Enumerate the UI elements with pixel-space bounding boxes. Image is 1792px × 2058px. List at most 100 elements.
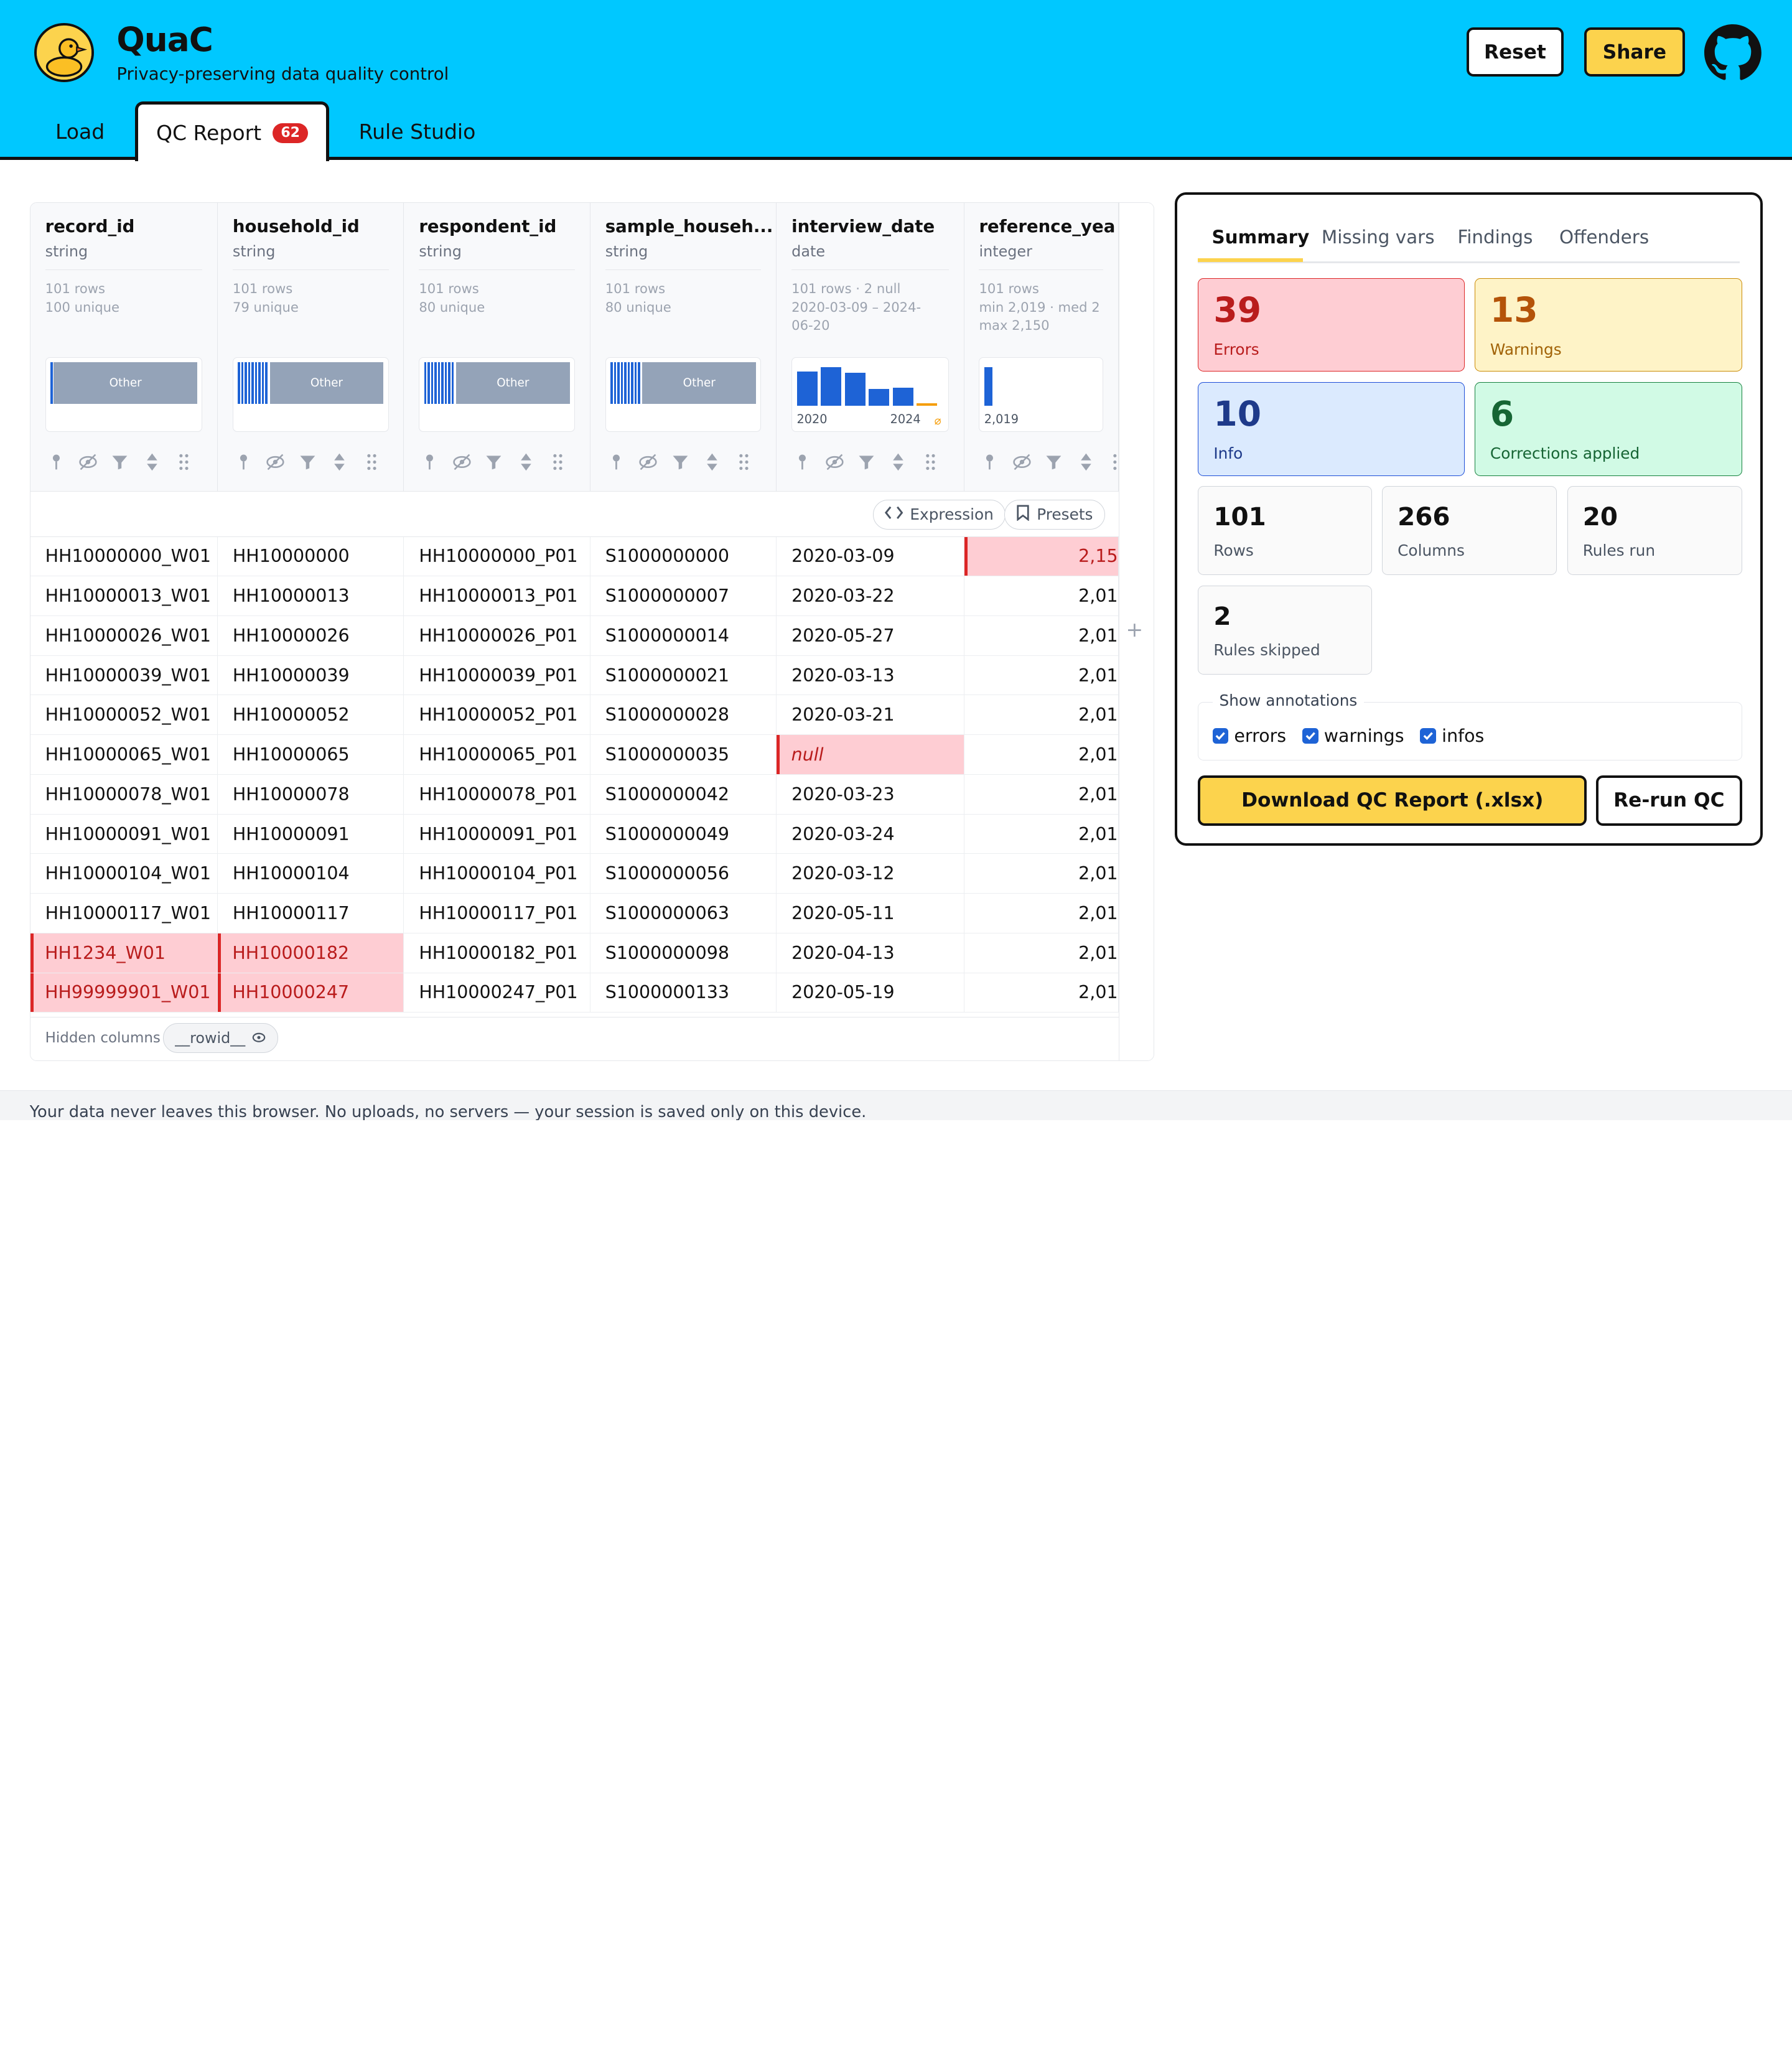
hide-icon[interactable] — [824, 451, 846, 473]
sort-icon[interactable] — [141, 451, 163, 473]
table-cell[interactable]: 2,01 — [964, 894, 1119, 933]
tab-offenders[interactable]: Offenders — [1559, 227, 1650, 248]
table-cell[interactable]: HH10000026_W01 — [30, 616, 218, 655]
table-cell[interactable]: 2,01 — [964, 854, 1119, 894]
pin-icon[interactable] — [791, 451, 813, 473]
corrections-card[interactable]: 6 Corrections applied — [1475, 381, 1742, 476]
table-cell[interactable]: S1000000049 — [590, 814, 777, 854]
table-cell[interactable]: S1000000028 — [590, 695, 777, 735]
table-cell[interactable]: S1000000000 — [590, 536, 777, 576]
table-cell[interactable]: HH1234_W01 — [30, 933, 218, 973]
table-row[interactable]: HH99999901_W01 HH10000247 HH10000247_P01 S1… — [30, 973, 1119, 1013]
table-cell[interactable]: HH10000065_W01 — [30, 735, 218, 774]
column-header[interactable]: record_id string 101 rows 100 unique Oth… — [30, 203, 218, 492]
table-cell[interactable]: HH10000065_P01 — [404, 735, 590, 774]
github-icon[interactable] — [1704, 24, 1762, 82]
table-cell[interactable]: 2,01 — [964, 774, 1119, 814]
column-header[interactable]: household_id string 101 rows 79 unique O… — [218, 203, 404, 492]
tab-findings[interactable]: Findings — [1457, 227, 1533, 248]
table-cell[interactable]: 2020-03-21 — [777, 695, 964, 735]
table-cell[interactable]: S1000000098 — [590, 933, 777, 973]
table-cell[interactable]: S1000000056 — [590, 854, 777, 894]
table-cell[interactable]: S1000000014 — [590, 616, 777, 655]
table-cell[interactable]: 2,01 — [964, 735, 1119, 774]
table-cell[interactable]: 2,01 — [964, 933, 1119, 973]
table-cell[interactable]: 2020-05-11 — [777, 894, 964, 933]
table-cell[interactable]: HH10000065 — [218, 735, 404, 774]
table-cell[interactable]: S1000000133 — [590, 973, 777, 1013]
sort-icon[interactable] — [515, 451, 537, 473]
table-cell[interactable]: 2020-03-22 — [777, 576, 964, 615]
expression-button[interactable]: Expression — [872, 499, 1006, 530]
table-cell[interactable]: HH10000039 — [218, 655, 404, 695]
table-vertical-scrollbar[interactable] — [1118, 203, 1154, 1060]
table-cell[interactable]: HH10000039_P01 — [404, 655, 590, 695]
table-cell[interactable]: S1000000035 — [590, 735, 777, 774]
table-row[interactable]: HH10000000_W01 HH10000000 HH10000000_P01 S1… — [30, 536, 1119, 577]
table-cell[interactable]: HH10000052_P01 — [404, 695, 590, 735]
rerun-qc-button[interactable]: Re-run QC — [1595, 775, 1742, 826]
table-cell[interactable]: 2,01 — [964, 814, 1119, 854]
table-cell[interactable]: HH10000052 — [218, 695, 404, 735]
table-cell[interactable]: S1000000021 — [590, 655, 777, 695]
table-cell[interactable]: HH10000013 — [218, 576, 404, 615]
sort-icon[interactable] — [887, 451, 909, 473]
errors-card[interactable]: 39 Errors — [1198, 278, 1465, 372]
table-cell[interactable]: 2020-04-13 — [777, 933, 964, 973]
table-row[interactable]: HH10000026_W01 HH10000026 HH10000026_P01 S1… — [30, 616, 1119, 656]
hide-icon[interactable] — [77, 451, 99, 473]
table-cell[interactable]: HH10000091_P01 — [404, 814, 590, 854]
tab-missing-vars[interactable]: Missing vars — [1321, 227, 1435, 248]
tab-summary[interactable]: Summary — [1211, 227, 1310, 248]
hide-icon[interactable] — [264, 451, 286, 473]
table-cell[interactable]: HH10000117 — [218, 894, 404, 933]
tab-load[interactable]: Load — [55, 119, 105, 144]
drag-handle-icon[interactable] — [920, 451, 941, 473]
drag-handle-icon[interactable] — [733, 451, 755, 473]
table-cell[interactable]: HH10000013_W01 — [30, 576, 218, 615]
hide-icon[interactable] — [637, 451, 659, 473]
hidden-column-chip[interactable]: __rowid__ — [162, 1023, 278, 1053]
drag-handle-icon[interactable] — [173, 451, 195, 473]
filter-icon[interactable] — [483, 451, 505, 473]
table-row[interactable]: HH10000052_W01 HH10000052 HH10000052_P01 S1… — [30, 695, 1119, 736]
table-cell[interactable]: HH10000104 — [218, 854, 404, 894]
table-cell[interactable]: HH10000182 — [218, 933, 404, 973]
filter-icon[interactable] — [109, 451, 131, 473]
tab-rule-studio[interactable]: Rule Studio — [358, 119, 476, 144]
pin-icon[interactable] — [419, 451, 441, 473]
table-cell[interactable]: 2020-03-13 — [777, 655, 964, 695]
table-cell[interactable]: HH10000026 — [218, 616, 404, 655]
errors-checkbox[interactable]: errors — [1212, 726, 1286, 746]
filter-icon[interactable] — [670, 451, 691, 473]
table-cell[interactable]: HH10000026_P01 — [404, 616, 590, 655]
table-cell[interactable]: HH10000104_P01 — [404, 854, 590, 894]
warnings-card[interactable]: 13 Warnings — [1475, 278, 1742, 372]
table-row[interactable]: HH10000013_W01 HH10000013 HH10000013_P01 S1… — [30, 576, 1119, 616]
table-cell[interactable]: HH10000182_P01 — [404, 933, 590, 973]
download-report-button[interactable]: Download QC Report (.xlsx) — [1198, 775, 1587, 826]
column-header[interactable]: interview_date date 101 rows · 2 null 20… — [777, 203, 964, 492]
table-cell[interactable]: 2020-05-27 — [777, 616, 964, 655]
filter-icon[interactable] — [297, 451, 319, 473]
hide-icon[interactable] — [1011, 451, 1033, 473]
pin-icon[interactable] — [979, 451, 1001, 473]
table-row[interactable]: HH10000104_W01 HH10000104 HH10000104_P01 S1… — [30, 854, 1119, 894]
table-cell[interactable]: HH10000052_W01 — [30, 695, 218, 735]
table-cell[interactable]: HH10000000_W01 — [30, 536, 218, 576]
table-cell[interactable]: 2020-03-23 — [777, 774, 964, 814]
column-header[interactable]: respondent_id string 101 rows 80 unique … — [404, 203, 590, 492]
table-row[interactable]: HH10000078_W01 HH10000078 HH10000078_P01 S1… — [30, 774, 1119, 815]
table-row[interactable]: HH10000091_W01 HH10000091 HH10000091_P01 S1… — [30, 814, 1119, 854]
table-cell[interactable]: HH10000117_P01 — [404, 894, 590, 933]
pin-icon[interactable] — [605, 451, 627, 473]
table-row[interactable]: HH10000065_W01 HH10000065 HH10000065_P01 S1… — [30, 735, 1119, 775]
table-cell[interactable]: 2,01 — [964, 576, 1119, 615]
table-cell[interactable]: null — [777, 735, 964, 774]
table-cell[interactable]: HH10000078 — [218, 774, 404, 814]
table-cell[interactable]: HH10000117_W01 — [30, 894, 218, 933]
table-cell[interactable]: S1000000007 — [590, 576, 777, 615]
table-cell[interactable]: 2020-05-19 — [777, 973, 964, 1013]
table-cell[interactable]: 2,15 — [964, 536, 1119, 576]
drag-handle-icon[interactable] — [547, 451, 569, 473]
